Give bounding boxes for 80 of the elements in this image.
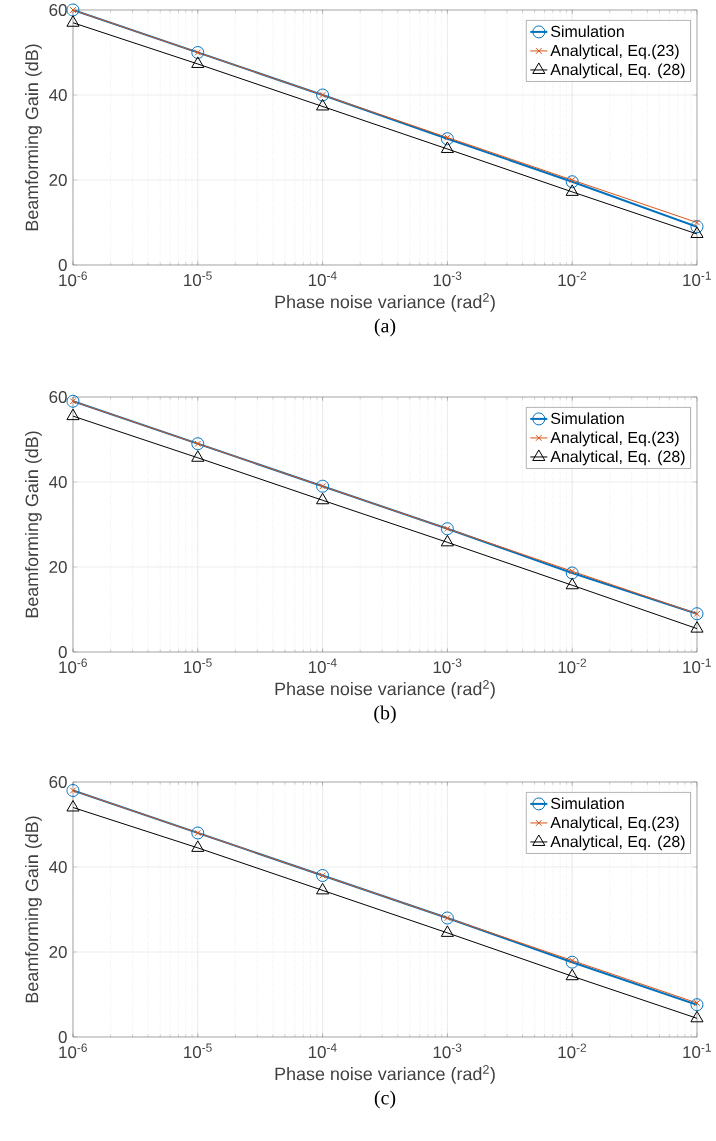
y-axis-title: Beamforming Gain (dB) bbox=[25, 44, 42, 231]
legend-label: Analytical, Eq. (28) bbox=[550, 450, 685, 466]
point bbox=[440, 911, 454, 925]
point bbox=[690, 1010, 704, 1023]
point bbox=[690, 998, 704, 1012]
y-tick-label: 0 bbox=[58, 645, 67, 658]
point bbox=[690, 621, 704, 633]
point bbox=[440, 534, 454, 547]
x-tick-label: 10$^{-1}$ bbox=[683, 271, 711, 287]
point bbox=[693, 219, 701, 226]
point bbox=[66, 15, 80, 27]
x-tick-label: 10$^{-5}$ bbox=[184, 1043, 212, 1059]
point bbox=[316, 868, 330, 882]
y-tick-label: 40 bbox=[49, 475, 67, 488]
x-tick-label: 10$^{-6}$ bbox=[59, 658, 87, 674]
point bbox=[191, 56, 205, 68]
point bbox=[565, 566, 579, 580]
x-tick-label: 10$^{-4}$ bbox=[308, 658, 337, 674]
legend-label: Simulation bbox=[551, 797, 624, 810]
point bbox=[191, 450, 205, 462]
point bbox=[565, 184, 579, 196]
point bbox=[440, 132, 454, 146]
y-tick-label: 40 bbox=[49, 88, 67, 101]
point bbox=[66, 783, 80, 797]
point bbox=[440, 141, 454, 153]
x-tick-label: 10$^{-1}$ bbox=[683, 1043, 711, 1059]
legend-label: Simulation bbox=[551, 25, 624, 38]
x-tick-label: 10$^{-2}$ bbox=[558, 1043, 587, 1059]
text: (b) bbox=[374, 705, 396, 724]
point bbox=[565, 175, 579, 189]
x-axis-title: Phase noise variance (rad$^{2}$) bbox=[275, 680, 495, 699]
x-axis-title: Phase noise variance (rad$^{2}$) bbox=[275, 1065, 495, 1084]
x-tick-label: 10$^{-5}$ bbox=[184, 658, 212, 674]
x-tick-label: 10$^{-3}$ bbox=[433, 271, 462, 287]
y-tick-label: 0 bbox=[58, 1030, 67, 1043]
x-axis-title: Phase noise variance (rad$^{2}$) bbox=[275, 293, 495, 312]
legend-label: Analytical, Eq. (28) bbox=[550, 63, 685, 79]
point bbox=[565, 955, 579, 969]
point bbox=[440, 522, 454, 536]
y-tick-label: 20 bbox=[49, 560, 67, 573]
y-tick-label: 60 bbox=[49, 775, 67, 788]
legend-label: Analytical, Eq.(23) bbox=[550, 44, 679, 60]
point bbox=[191, 45, 205, 59]
legend-label: Simulation bbox=[551, 412, 624, 425]
point bbox=[690, 220, 704, 234]
point bbox=[440, 925, 454, 937]
point bbox=[66, 799, 80, 812]
x-tick-label: 10$^{-4}$ bbox=[308, 271, 337, 287]
point bbox=[565, 968, 579, 981]
point bbox=[66, 408, 80, 421]
point bbox=[316, 492, 330, 505]
point bbox=[565, 577, 579, 590]
point bbox=[316, 479, 330, 493]
point bbox=[191, 840, 205, 852]
y-axis-title: Beamforming Gain (dB) bbox=[25, 431, 42, 618]
x-tick-label: 10$^{-1}$ bbox=[683, 658, 711, 674]
x-tick-label: 10$^{-6}$ bbox=[59, 271, 87, 287]
point bbox=[690, 226, 704, 238]
x-tick-label: 10$^{-4}$ bbox=[308, 1043, 337, 1059]
x-tick-label: 10$^{-2}$ bbox=[558, 658, 587, 674]
legend-label: Analytical, Eq.(23) bbox=[550, 431, 679, 447]
legend-label: Analytical, Eq.(23) bbox=[550, 816, 679, 832]
y-tick-label: 20 bbox=[49, 945, 67, 958]
text: (c) bbox=[374, 1090, 396, 1109]
y-axis-title: Beamforming Gain (dB) bbox=[25, 816, 42, 1003]
x-tick-label: 10$^{-6}$ bbox=[59, 1043, 87, 1059]
x-tick-label: 10$^{-2}$ bbox=[558, 271, 587, 287]
x-tick-label: 10$^{-5}$ bbox=[184, 271, 212, 287]
point bbox=[316, 88, 330, 102]
y-tick-label: 20 bbox=[49, 173, 67, 186]
legend-label: Analytical, Eq. (28) bbox=[550, 835, 685, 851]
point bbox=[316, 882, 330, 895]
y-tick-label: 60 bbox=[49, 3, 67, 16]
y-tick-label: 60 bbox=[49, 390, 67, 403]
text: (a) bbox=[374, 318, 396, 337]
y-tick-label: 40 bbox=[49, 860, 67, 873]
point bbox=[316, 98, 330, 111]
x-tick-label: 10$^{-3}$ bbox=[433, 1043, 462, 1059]
x-tick-label: 10$^{-3}$ bbox=[433, 658, 462, 674]
y-tick-label: 0 bbox=[58, 258, 67, 271]
